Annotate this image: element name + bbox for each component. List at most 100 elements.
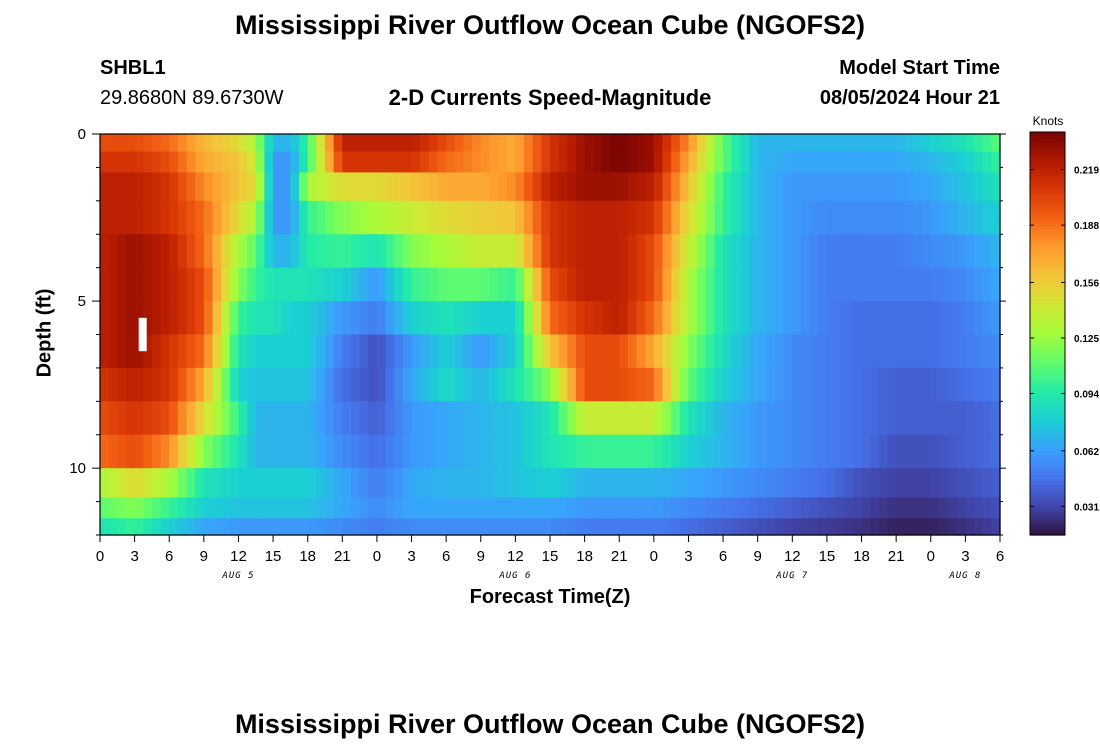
colorbar-step bbox=[1030, 383, 1065, 388]
heatmap-cell bbox=[264, 134, 274, 153]
heatmap-cell bbox=[203, 401, 214, 436]
heatmap-cell bbox=[273, 151, 283, 174]
heatmap-cell bbox=[524, 334, 534, 369]
heatmap-cell bbox=[904, 434, 915, 469]
heatmap-cell bbox=[558, 301, 568, 336]
heatmap-cell bbox=[974, 434, 984, 469]
heatmap-cell bbox=[394, 434, 404, 469]
heatmap-cell bbox=[290, 267, 300, 302]
heatmap-cell bbox=[394, 468, 404, 499]
heatmap-cell bbox=[177, 468, 188, 499]
heatmap-cell bbox=[281, 367, 291, 402]
colorbar-step bbox=[1030, 283, 1065, 288]
heatmap-cell bbox=[627, 518, 638, 536]
colorbar-step bbox=[1030, 313, 1065, 318]
heatmap-cell bbox=[679, 172, 690, 202]
heatmap-cell bbox=[593, 468, 603, 499]
heatmap-cell bbox=[939, 367, 949, 402]
heatmap-cell bbox=[697, 401, 707, 436]
heatmap-cell bbox=[394, 134, 404, 153]
heatmap-cell bbox=[480, 267, 491, 302]
heatmap-cell bbox=[723, 172, 733, 202]
heatmap-cell bbox=[385, 518, 395, 536]
colorbar-step bbox=[1030, 256, 1065, 261]
heatmap-cell bbox=[169, 497, 179, 519]
colorbar-step bbox=[1030, 145, 1065, 150]
heatmap-cell bbox=[610, 468, 620, 499]
heatmap-cell bbox=[472, 401, 482, 436]
heatmap-cell bbox=[887, 267, 897, 302]
heatmap-cell bbox=[671, 200, 681, 235]
heatmap-cell bbox=[792, 468, 802, 499]
heatmap-cell bbox=[645, 401, 655, 436]
heatmap-cell bbox=[221, 334, 231, 369]
heatmap-cell bbox=[203, 200, 214, 235]
heatmap-cell bbox=[974, 200, 984, 235]
heatmap-cell bbox=[965, 134, 975, 153]
heatmap-cell bbox=[896, 367, 906, 402]
heatmap-cell bbox=[177, 518, 188, 536]
heatmap-cell bbox=[844, 301, 854, 336]
heatmap-cell bbox=[299, 334, 309, 369]
heatmap-cell bbox=[826, 151, 837, 174]
heatmap-cell bbox=[454, 497, 465, 519]
heatmap-cell bbox=[887, 401, 897, 436]
y-tick-label: 0 bbox=[78, 126, 86, 143]
heatmap-cell bbox=[601, 234, 612, 269]
heatmap-cell bbox=[420, 334, 430, 369]
heatmap-cell bbox=[541, 234, 551, 269]
heatmap-cell bbox=[290, 518, 300, 536]
heatmap-cell bbox=[619, 434, 629, 469]
heatmap-cell bbox=[835, 468, 845, 499]
heatmap-cell bbox=[948, 200, 958, 235]
heatmap-cell bbox=[818, 234, 828, 269]
colorbar-step bbox=[1030, 498, 1065, 503]
heatmap-cell bbox=[368, 267, 378, 302]
heatmap-cell bbox=[956, 301, 966, 336]
heatmap-cell bbox=[558, 200, 568, 235]
heatmap-cell bbox=[437, 518, 447, 536]
heatmap-cell bbox=[749, 497, 759, 519]
heatmap-cell bbox=[904, 518, 915, 536]
heatmap-cell bbox=[212, 151, 222, 174]
heatmap-cell bbox=[463, 301, 473, 336]
heatmap-cell bbox=[247, 267, 257, 302]
heatmap-cell bbox=[792, 334, 802, 369]
heatmap-cell bbox=[636, 468, 646, 499]
heatmap-cell bbox=[454, 468, 465, 499]
heatmap-cell bbox=[835, 200, 845, 235]
heatmap-cell bbox=[567, 468, 577, 499]
heatmap-cell bbox=[350, 497, 361, 519]
x-tick-label: 6 bbox=[165, 548, 173, 565]
heatmap-cell bbox=[428, 134, 439, 153]
heatmap-cell bbox=[134, 134, 144, 153]
heatmap-cell bbox=[290, 434, 300, 469]
heatmap-cell bbox=[913, 468, 923, 499]
heatmap-cell bbox=[627, 172, 638, 202]
heatmap-cell bbox=[325, 234, 335, 269]
heatmap-cell bbox=[160, 334, 170, 369]
heatmap-cell bbox=[852, 200, 863, 235]
heatmap-cell bbox=[870, 518, 880, 536]
heatmap-cell bbox=[524, 234, 534, 269]
heatmap-cell bbox=[316, 151, 326, 174]
heatmap-cell bbox=[679, 234, 690, 269]
heatmap-cell bbox=[532, 151, 542, 174]
heatmap-cell bbox=[437, 434, 447, 469]
heatmap-cell bbox=[264, 518, 274, 536]
heatmap-cell bbox=[619, 234, 629, 269]
heatmap-cell bbox=[160, 134, 170, 153]
heatmap-cell bbox=[463, 401, 473, 436]
heatmap-cell bbox=[627, 334, 638, 369]
heatmap-cell bbox=[316, 134, 326, 153]
heatmap-cell bbox=[472, 367, 482, 402]
heatmap-cell bbox=[402, 234, 413, 269]
heatmap-cell bbox=[610, 401, 620, 436]
heatmap-cell bbox=[402, 134, 413, 153]
heatmap-cell bbox=[922, 334, 932, 369]
heatmap-cell bbox=[991, 301, 1001, 336]
heatmap-cell bbox=[740, 468, 750, 499]
heatmap-cell bbox=[186, 301, 196, 336]
heatmap-cell bbox=[775, 367, 785, 402]
heatmap-cell bbox=[653, 334, 664, 369]
